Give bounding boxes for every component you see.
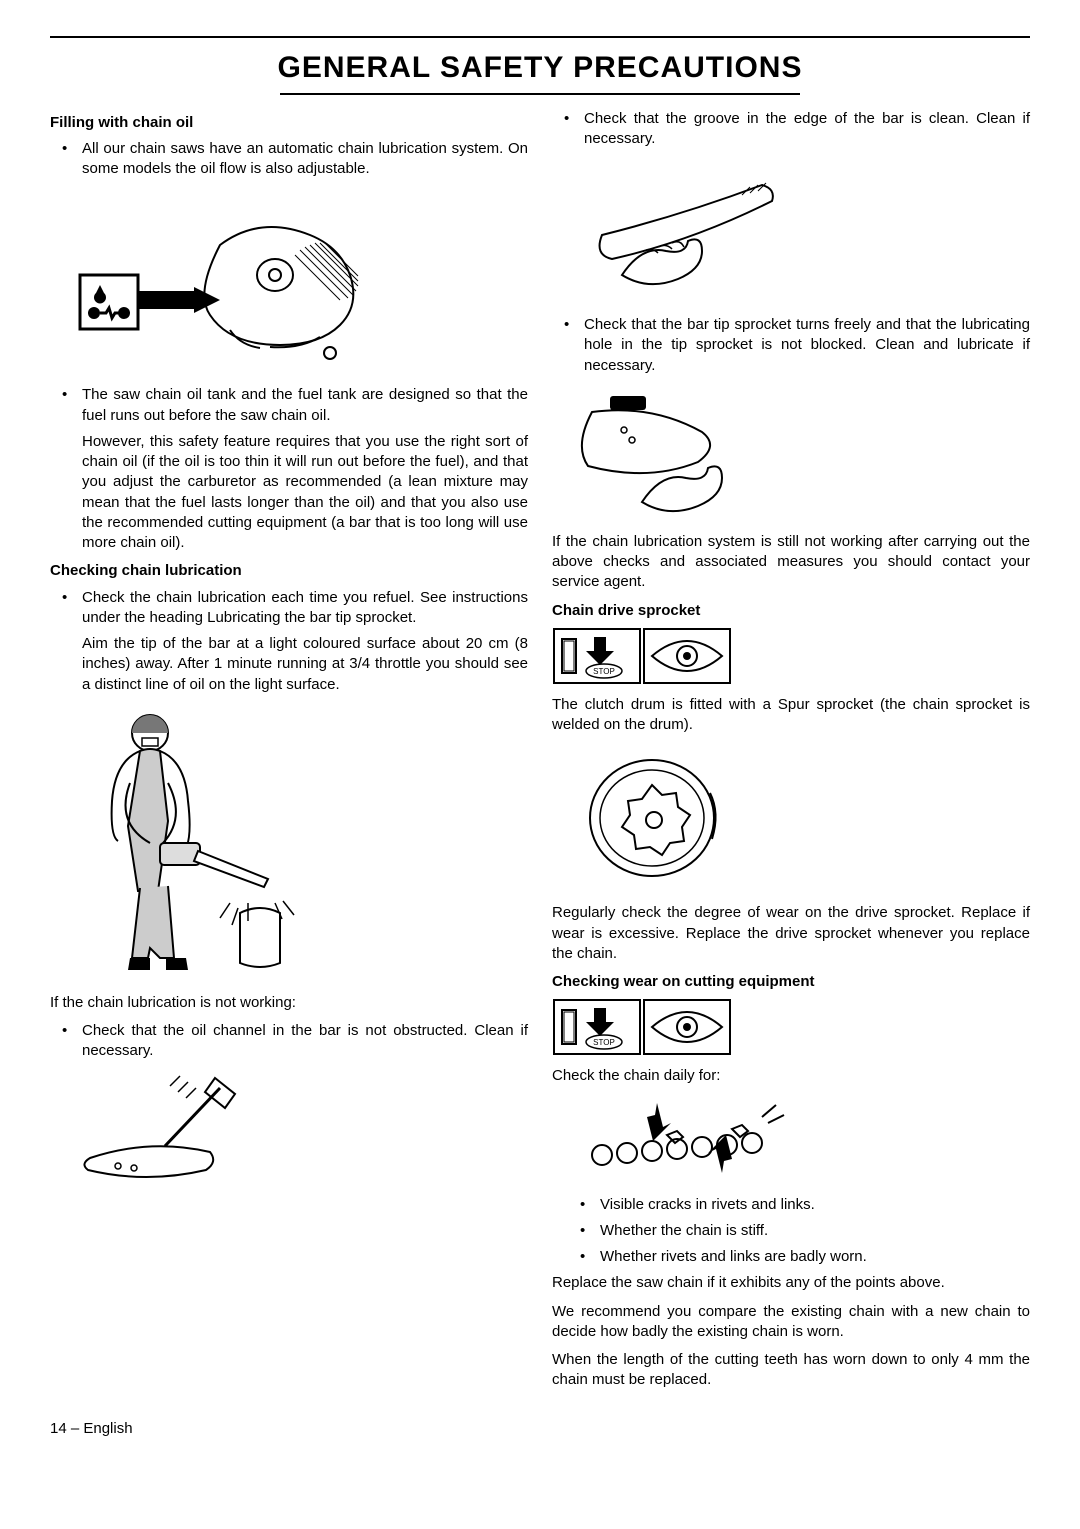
bullet-cracks: Visible cracks in rivets and links.: [580, 1195, 1030, 1215]
para-not-working: If the chain lubrication is not working:: [50, 993, 528, 1013]
figure-spur-sprocket: [572, 743, 1030, 893]
bullet-stiff: Whether the chain is stiff.: [580, 1221, 1030, 1241]
bullet-tip-sprocket: Check that the bar tip sprocket turns fr…: [564, 315, 1030, 376]
stop-label: STOP: [593, 1038, 615, 1047]
bullet-worn: Whether rivets and links are badly worn.: [580, 1247, 1030, 1267]
figure-bar-screwdriver: [70, 1068, 528, 1198]
figure-chainsaw-oil-fill: [70, 185, 528, 375]
content-columns: Filling with chain oil All our chain saw…: [50, 109, 1030, 1399]
para-sprocket-wear: Regularly check the degree of wear on th…: [552, 903, 1030, 964]
para-safety-feature: However, this safety feature requires th…: [82, 432, 528, 554]
para-compare-chain: We recommend you compare the existing ch…: [552, 1302, 1030, 1343]
figure-stop-eye-2: STOP: [552, 998, 1030, 1056]
heading-check-wear: Checking wear on cutting equipment: [552, 972, 1030, 992]
para-replace-chain: Replace the saw chain if it exhibits any…: [552, 1273, 1030, 1293]
figure-operator-test: [70, 703, 528, 983]
figure-hand-lube-tip: [572, 382, 1030, 522]
bullet-check-refuel: Check the chain lubrication each time yo…: [62, 588, 528, 629]
rule-under-title: [280, 93, 800, 95]
bullet-auto-lube: All our chain saws have an automatic cha…: [62, 139, 528, 180]
heading-drive-sprocket: Chain drive sprocket: [552, 601, 1030, 621]
bullet-groove-clean: Check that the groove in the edge of the…: [564, 109, 1030, 150]
stop-label: STOP: [593, 667, 615, 676]
column-right: Check that the groove in the edge of the…: [552, 109, 1030, 1399]
bullet-oil-channel: Check that the oil channel in the bar is…: [62, 1021, 528, 1062]
figure-hand-clean-bar: [572, 155, 1030, 305]
para-teeth-length: When the length of the cutting teeth has…: [552, 1350, 1030, 1391]
para-aim-tip: Aim the tip of the bar at a light colour…: [82, 634, 528, 695]
rule-top: [50, 36, 1030, 38]
heading-check-lube: Checking chain lubrication: [50, 561, 528, 581]
heading-filling-oil: Filling with chain oil: [50, 113, 528, 133]
bullet-tank-design: The saw chain oil tank and the fuel tank…: [62, 385, 528, 426]
page-footer: 14 – English: [50, 1419, 1030, 1439]
para-contact-agent: If the chain lubrication system is still…: [552, 532, 1030, 593]
para-check-daily: Check the chain daily for:: [552, 1066, 1030, 1086]
figure-chain-links: [572, 1095, 1030, 1185]
figure-stop-eye-1: STOP: [552, 627, 1030, 685]
para-clutch-drum: The clutch drum is fitted with a Spur sp…: [552, 695, 1030, 736]
column-left: Filling with chain oil All our chain saw…: [50, 109, 528, 1399]
page-title: GENERAL SAFETY PRECAUTIONS: [50, 48, 1030, 89]
